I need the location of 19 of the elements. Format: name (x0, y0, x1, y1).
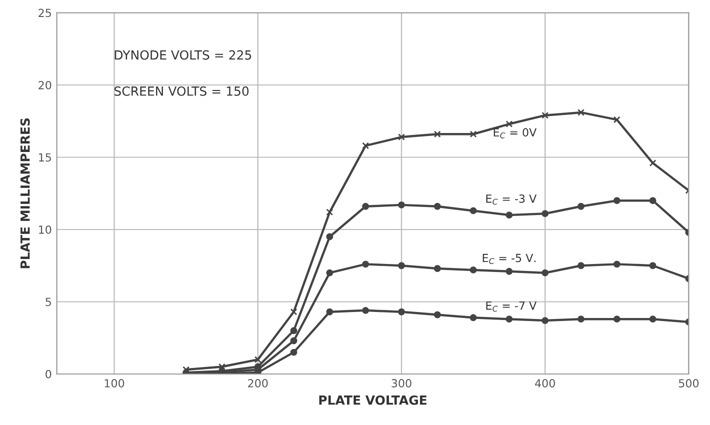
y-tick-label: 25 (38, 8, 51, 18)
y-tick-label: 10 (39, 225, 52, 234)
x-axis-title: PLATE VOLTAGE (319, 395, 426, 405)
x-tick-label: 500 (678, 379, 699, 388)
y-tick-label: 20 (38, 80, 52, 90)
series-label: E$_{C}$ = 0V (494, 128, 537, 138)
x-tick-label: 100 (104, 379, 124, 388)
y-axis-title: PLATE MILLIAMPERES (20, 118, 30, 268)
y-tick-label: 15 (39, 153, 51, 162)
x-tick-label: 400 (535, 379, 555, 388)
series-label: E$_{C}$ = -7 V (486, 302, 537, 312)
x-tick-label: 300 (392, 379, 412, 388)
series-label: E$_{C}$ = -3 V (486, 194, 537, 205)
annotation: SCREEN VOLTS = 150 (114, 86, 249, 96)
x-tick-label: 200 (248, 379, 268, 388)
series-label: E$_{C}$ = -5 V. (482, 254, 536, 264)
y-tick-label: 0 (46, 370, 52, 378)
annotation: DYNODE VOLTS = 225 (114, 50, 252, 60)
y-tick-label: 5 (46, 298, 51, 306)
